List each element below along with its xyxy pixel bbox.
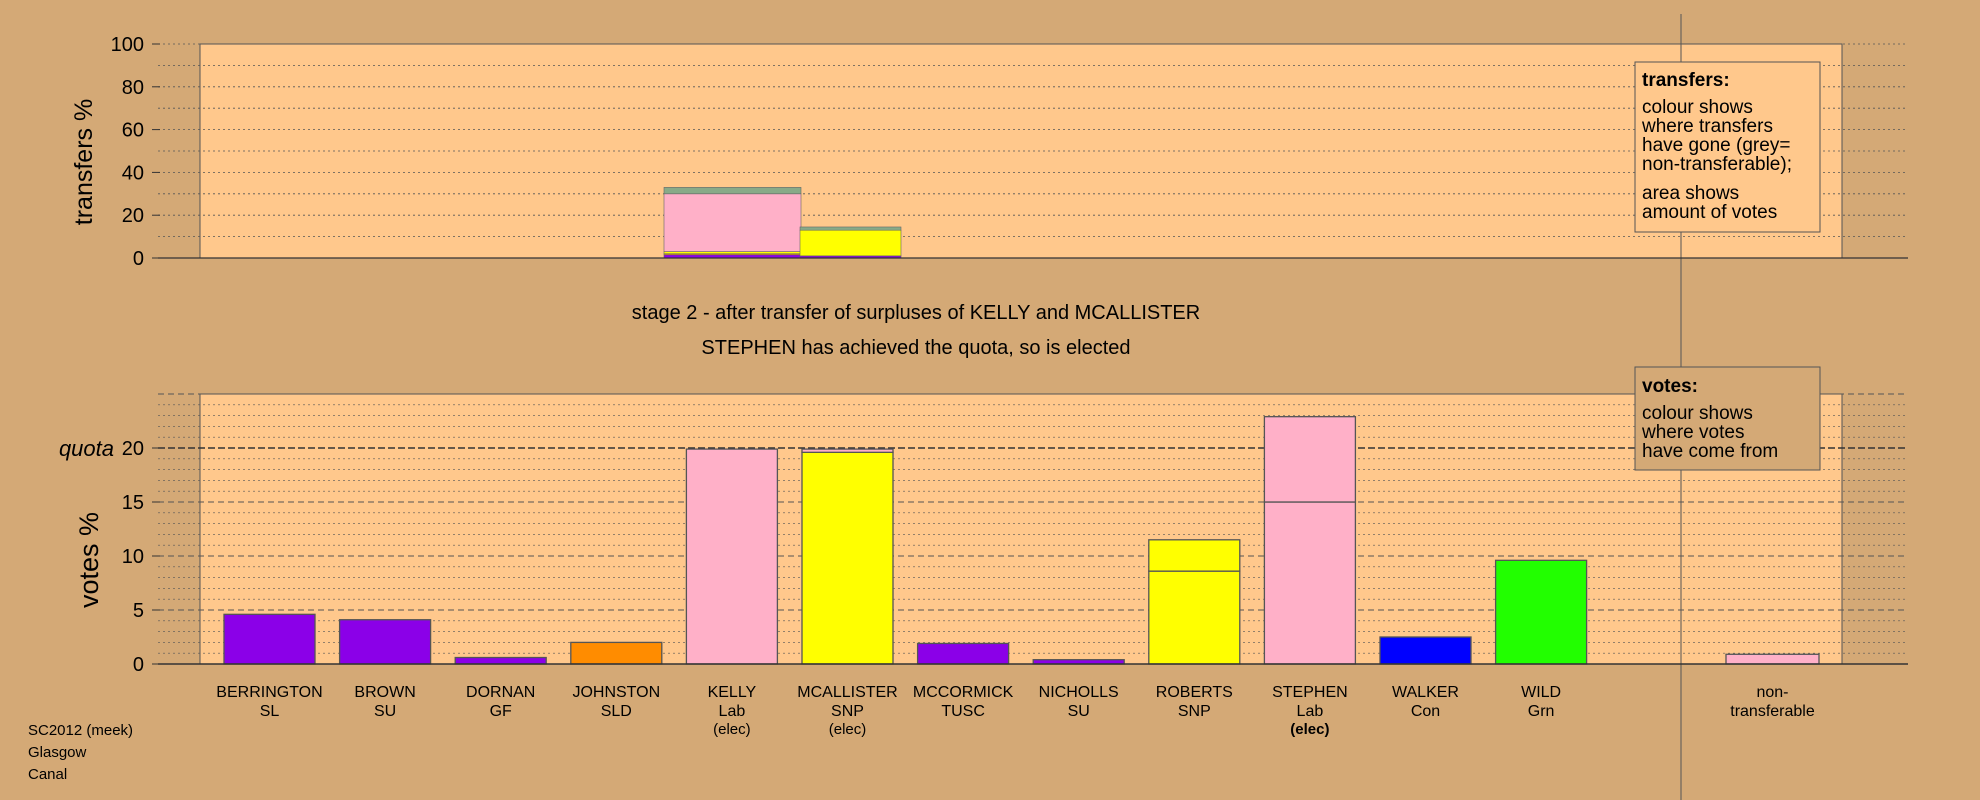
transfers-legend-title: transfers:	[1642, 70, 1730, 91]
bottom-y-tick-label: 5	[133, 600, 144, 622]
vote-bar-roberts	[1148, 539, 1241, 572]
candidate-party: GF	[490, 703, 512, 720]
elected-marker: (elec)	[713, 721, 751, 738]
transfer-segment-kelly	[663, 251, 802, 255]
candidate-name: MCCORMICK	[913, 684, 1014, 701]
vote-bar-dornan	[454, 656, 547, 665]
candidate-name: ROBERTS	[1156, 684, 1233, 701]
nontransferable-bar	[1725, 653, 1820, 665]
candidate-party: SU	[374, 703, 396, 720]
transfers-legend-line: have gone (grey=	[1642, 135, 1790, 156]
bottom-y-tick-label: 0	[133, 654, 144, 676]
top-y-tick-label: 60	[122, 120, 144, 142]
vote-bar-johnston	[570, 641, 663, 665]
stage-caption: stage 2 - after transfer of surpluses of…	[632, 302, 1200, 324]
votes-legend-line: colour shows	[1642, 403, 1753, 424]
vote-bar-kelly	[685, 448, 779, 665]
candidate-name: MCALLISTER	[797, 684, 897, 701]
top-plot-background	[199, 43, 1843, 259]
vote-bar-mccormick	[916, 642, 1010, 665]
transfers-legend-line: colour shows	[1642, 97, 1753, 118]
nontransferable-label: transferable	[1730, 703, 1815, 720]
footer-election: SC2012 (meek)	[28, 722, 133, 739]
top-y-tick-label: 20	[122, 205, 144, 227]
top-y-tick-label: 40	[122, 162, 144, 184]
transfer-segment-mcallister	[799, 229, 902, 257]
votes-legend-line: have come from	[1642, 441, 1778, 462]
elected-marker: (elec)	[829, 721, 867, 738]
votes-legend: votes: colour shows where votes have com…	[1634, 366, 1821, 471]
vote-bar-stephen	[1263, 501, 1357, 665]
candidate-name: DORNAN	[466, 684, 535, 701]
candidate-name: NICHOLLS	[1039, 684, 1119, 701]
vote-bar-brown	[338, 619, 432, 665]
candidate-party: SNP	[831, 703, 864, 720]
transfer-segment-mcallister	[799, 226, 902, 231]
candidate-name: KELLY	[708, 684, 757, 701]
bottom-y-tick-label: 20	[122, 438, 144, 460]
candidate-name: BERRINGTON	[216, 684, 322, 701]
candidate-party: SLD	[601, 703, 632, 720]
votes-legend-title: votes:	[1642, 376, 1698, 397]
candidate-party: Grn	[1528, 703, 1555, 720]
candidate-party: Lab	[1297, 703, 1324, 720]
bottom-plot-background	[199, 393, 1843, 665]
vote-bar-mcallister	[801, 451, 894, 665]
bottom-y-tick-label: 10	[122, 546, 144, 568]
bottom-y-axis-title: votes %	[74, 512, 104, 608]
candidate-name: WALKER	[1392, 684, 1459, 701]
transfers-legend-line: non-transferable);	[1642, 154, 1792, 175]
nontransferable-label: non-	[1756, 684, 1788, 701]
candidate-party: SNP	[1178, 703, 1211, 720]
candidate-name: WILD	[1521, 684, 1561, 701]
footer-council: Glasgow	[28, 744, 87, 761]
candidate-party: Con	[1411, 703, 1440, 720]
quota-label: quota	[59, 436, 114, 461]
top-y-tick-label: 100	[111, 34, 144, 56]
top-y-tick-label: 0	[133, 248, 144, 270]
elected-marker: (elec)	[1290, 721, 1329, 738]
top-y-tick-label: 80	[122, 77, 144, 99]
footer-ward: Canal	[28, 766, 67, 783]
vote-bar-roberts	[1148, 570, 1241, 665]
candidate-name: BROWN	[354, 684, 415, 701]
transfers-legend-line: amount of votes	[1642, 202, 1777, 223]
vote-bar-mcallister	[801, 448, 894, 453]
candidate-name: STEPHEN	[1272, 684, 1348, 701]
transfers-legend: transfers: colour shows where transfers …	[1634, 61, 1821, 233]
elected-caption: STEPHEN has achieved the quota, so is el…	[701, 337, 1130, 359]
bottom-y-tick-label: 15	[122, 492, 144, 514]
vote-bar-walker	[1379, 636, 1472, 665]
vote-bar-wild	[1494, 559, 1588, 665]
votes-legend-line: where votes	[1641, 422, 1744, 443]
transfers-legend-line: area shows	[1642, 183, 1739, 204]
candidate-name: JOHNSTON	[572, 684, 660, 701]
vote-bar-berrington	[223, 613, 316, 665]
candidate-party: SL	[260, 703, 280, 720]
vote-bar-stephen	[1263, 416, 1357, 503]
transfers-legend-line: where transfers	[1641, 116, 1773, 137]
candidate-party: SU	[1068, 703, 1090, 720]
candidate-party: Lab	[719, 703, 746, 720]
transfer-segment-kelly	[663, 193, 802, 252]
transfer-segment-kelly	[663, 187, 802, 195]
top-y-axis-title: transfers %	[70, 99, 98, 225]
candidate-party: TUSC	[941, 703, 985, 720]
